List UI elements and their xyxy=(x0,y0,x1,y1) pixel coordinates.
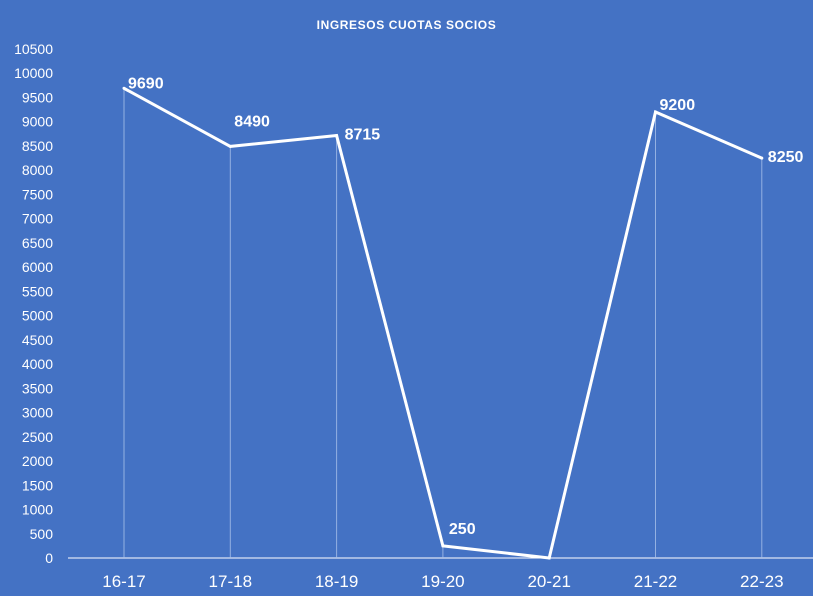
chart-title: INGRESOS CUOTAS SOCIOS xyxy=(316,18,497,32)
x-tick-label: 19-20 xyxy=(421,572,464,591)
y-tick-label: 5500 xyxy=(22,283,53,299)
data-label: 250 xyxy=(449,521,476,538)
data-label: 8250 xyxy=(768,149,804,166)
y-tick-label: 5000 xyxy=(22,308,53,324)
data-label: 9200 xyxy=(660,97,696,114)
data-point xyxy=(441,544,445,548)
data-label: 9690 xyxy=(128,75,164,92)
data-point xyxy=(335,134,339,138)
y-tick-label: 500 xyxy=(30,526,54,542)
data-label: 8715 xyxy=(345,127,381,144)
y-tick-label: 7000 xyxy=(22,211,53,227)
y-tick-label: 2500 xyxy=(22,429,53,445)
series-line xyxy=(123,86,763,560)
y-tick-label: 6500 xyxy=(22,235,53,251)
y-tick-label: 8000 xyxy=(22,162,53,178)
data-point xyxy=(122,86,126,90)
data-point xyxy=(654,110,657,114)
x-tick-label: 17-18 xyxy=(209,572,252,591)
y-tick-label: 9500 xyxy=(22,89,53,105)
x-tick-label: 18-19 xyxy=(315,572,358,591)
y-tick-label: 3000 xyxy=(22,405,53,421)
y-tick-label: 0 xyxy=(45,550,53,566)
y-tick-label: 1000 xyxy=(22,502,53,518)
y-tick-label: 3500 xyxy=(22,380,53,396)
y-tick-label: 8500 xyxy=(22,138,53,154)
y-tick-label: 2000 xyxy=(22,453,53,469)
data-label: 8490 xyxy=(234,113,270,130)
x-tick-label: 22-23 xyxy=(740,572,783,591)
y-tick-label: 4000 xyxy=(22,356,53,372)
y-tick-label: 10000 xyxy=(14,65,53,81)
data-point xyxy=(760,156,764,160)
data-point xyxy=(547,556,551,560)
y-tick-label: 10500 xyxy=(14,41,53,57)
x-tick-label: 16-17 xyxy=(102,572,145,591)
y-tick-label: 4500 xyxy=(22,332,53,348)
y-tick-label: 7500 xyxy=(22,186,53,202)
x-tick-label: 20-21 xyxy=(527,572,570,591)
y-tick-label: 6000 xyxy=(22,259,53,275)
y-tick-label: 1500 xyxy=(22,477,53,493)
x-tick-label: 21-22 xyxy=(634,572,677,591)
data-point xyxy=(228,144,232,148)
y-tick-label: 9000 xyxy=(22,114,53,130)
